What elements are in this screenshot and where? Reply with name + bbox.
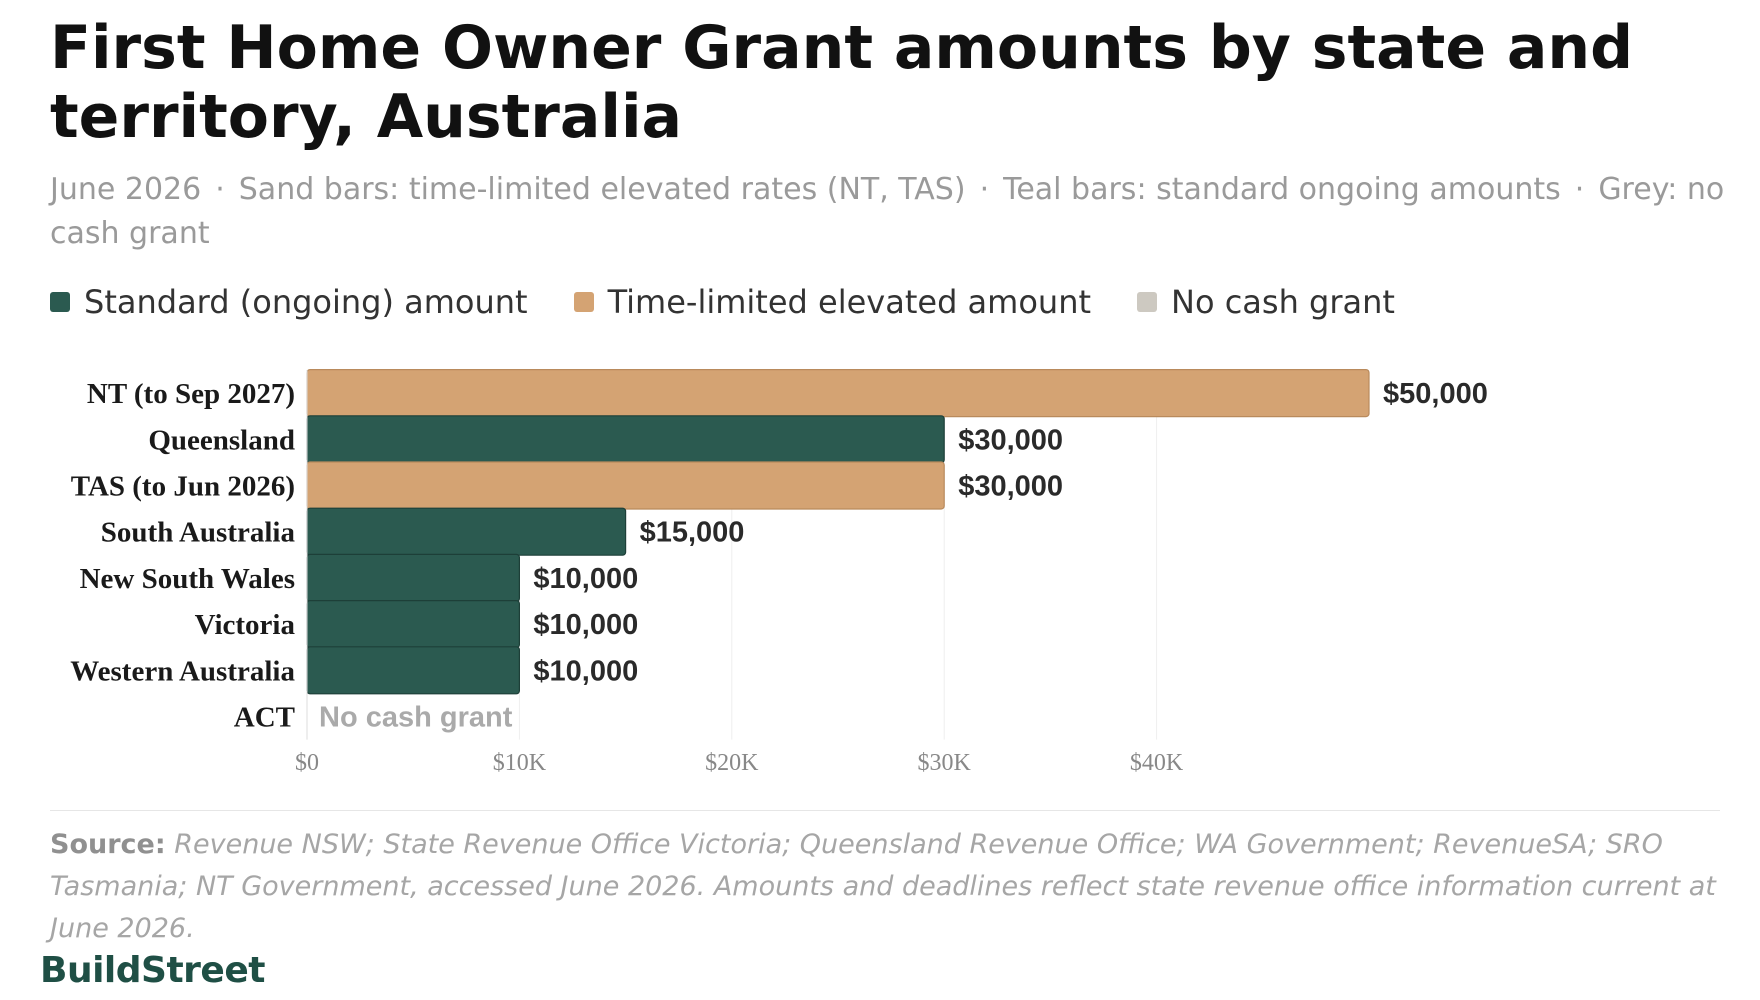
x-tick-label: $30K (918, 750, 972, 776)
category-label-south-australia: South Australia (101, 517, 296, 549)
data-label-south-australia: $15,000 (640, 517, 745, 549)
data-label-act: No cash grant (319, 702, 513, 734)
bar-tas-to-jun-2026 (306, 461, 945, 510)
subtitle-separator: · (215, 172, 225, 207)
subtitle-teal-note: Teal bars: standard ongoing amounts (1003, 172, 1561, 207)
source-note: Source: Revenue NSW; State Revenue Offic… (50, 824, 1730, 950)
data-label-new-south-wales: $10,000 (533, 563, 638, 595)
bar-victoria (306, 600, 520, 649)
brand-logo: BuildStreet (40, 950, 265, 991)
legend-label-standard: Standard (ongoing) amount (84, 283, 528, 321)
subtitle-grey-note: Grey: no cash grant (50, 172, 1725, 251)
category-label-queensland: Queensland (148, 424, 295, 456)
bar-new-south-wales (306, 553, 520, 602)
legend-item-elevated: Time-limited elevated amount (573, 283, 1092, 321)
category-label-new-south-wales: New South Wales (80, 563, 295, 595)
chart-legend: Standard (ongoing) amount Time-limited e… (50, 280, 1441, 324)
x-tick-label: $40K (1130, 750, 1184, 776)
x-tick-label: $10K (493, 750, 547, 776)
subtitle-separator: · (1574, 172, 1585, 207)
chart-subtitle: June 2026 · Sand bars: time-limited elevat… (50, 168, 1730, 256)
legend-item-none: No cash grant (1137, 283, 1395, 321)
data-label-western-australia: $10,000 (533, 655, 638, 687)
category-label-tas-to-jun-2026: TAS (to Jun 2026) (71, 471, 295, 503)
data-label-queensland: $30,000 (958, 424, 1063, 456)
bar-western-australia (306, 646, 520, 695)
x-tick-label: $20K (705, 750, 759, 776)
chart-title: First Home Owner Grant amounts by state … (50, 13, 1634, 152)
legend-item-standard: Standard (ongoing) amount (50, 283, 528, 321)
footer-divider (50, 810, 1720, 811)
source-text: Revenue NSW; State Revenue Office Victor… (50, 829, 1716, 944)
category-label-victoria: Victoria (195, 609, 296, 641)
legend-label-none: No cash grant (1171, 283, 1395, 321)
subtitle-separator: · (979, 172, 990, 207)
data-label-victoria: $10,000 (533, 609, 638, 641)
source-lead: Source: (50, 829, 166, 860)
subtitle-date: June 2026 (50, 172, 202, 207)
bar-south-australia (306, 507, 627, 556)
category-label-act: ACT (234, 702, 295, 734)
legend-swatch-elevated (573, 292, 594, 312)
legend-swatch-standard (50, 292, 70, 312)
bar-queensland (306, 415, 945, 464)
bar-chart: $0 $10K $20K $30K $40K NT (to Sep 2027) $50,00… (70, 369, 1488, 776)
category-label-western-australia: Western Australia (70, 655, 295, 687)
data-label-nt-to-sep-2027: $50,000 (1383, 378, 1488, 410)
subtitle-sand-note: Sand bars: time-limited elevated rates (… (238, 172, 966, 207)
data-label-tas-to-jun-2026: $30,000 (958, 471, 1063, 503)
bar-nt-to-sep-2027 (306, 369, 1370, 418)
legend-label-elevated: Time-limited elevated amount (607, 283, 1092, 321)
x-tick-label: $0 (295, 750, 319, 776)
category-label-nt-to-sep-2027: NT (to Sep 2027) (87, 378, 295, 410)
legend-swatch-none (1137, 292, 1158, 312)
